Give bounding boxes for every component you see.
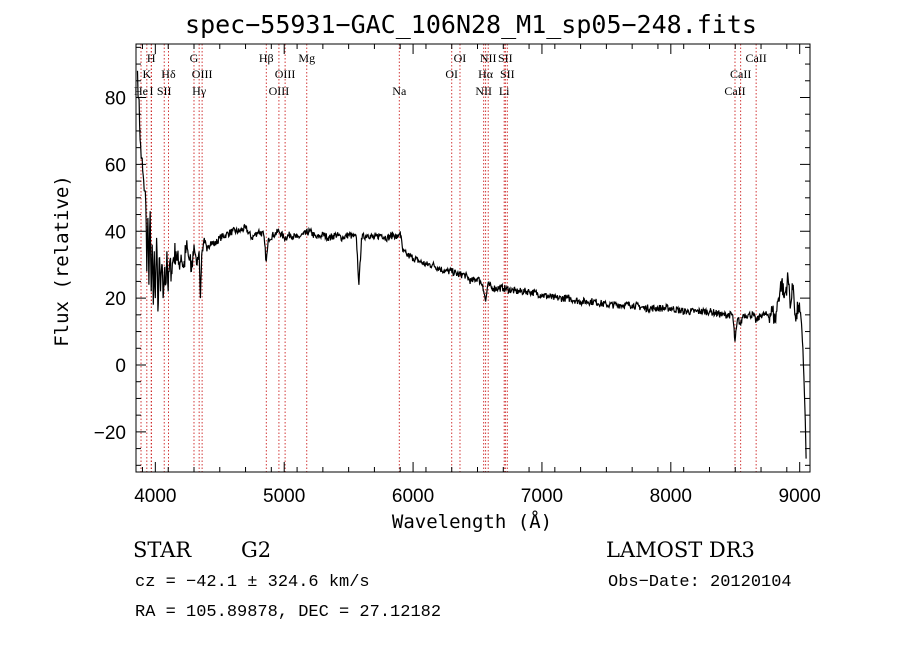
spectral-line-label: CaII — [745, 51, 766, 65]
redshift-cz: cz = −42.1 ± 324.6 km/s — [135, 573, 370, 592]
x-tick-label: 5000 — [263, 486, 305, 507]
spectral-line-markers — [140, 44, 757, 472]
y-tick-label: 60 — [105, 155, 126, 176]
spectral-line-label: SII — [498, 51, 513, 65]
observation-date: Obs−Date: 20120104 — [608, 573, 792, 592]
spectral-line-label: K — [142, 67, 151, 81]
object-class: STAR — [133, 538, 192, 562]
x-tick-label: 8000 — [650, 486, 692, 507]
spectral-line-label: Hγ — [192, 84, 207, 98]
plot-frame — [135, 43, 811, 473]
y-tick-label: −20 — [94, 423, 126, 444]
spectral-line-label: G — [190, 51, 199, 65]
y-tick-label: 20 — [105, 289, 126, 310]
spectral-line-label: OIII — [269, 84, 290, 98]
spectral-line-label: Mg — [298, 51, 315, 65]
spectral-line-label: H — [147, 51, 156, 65]
spectral-line-label: NII — [475, 84, 492, 98]
spectral-line-label: SII — [157, 84, 172, 98]
spectral-line-label: Na — [392, 84, 407, 98]
x-tick-label: 9000 — [779, 486, 821, 507]
x-tick-label: 6000 — [392, 486, 434, 507]
spectral-line-label: OI — [454, 51, 467, 65]
spectral-line-label: CaII — [724, 84, 745, 98]
spectral-line-label: OIII — [192, 67, 213, 81]
y-tick-label: 80 — [105, 89, 126, 110]
spectral-line-label: CaII — [730, 67, 751, 81]
y-axis-label: Flux (relative) — [51, 175, 73, 347]
spectral-line-label: Li — [499, 84, 510, 98]
y-tick-label: 0 — [115, 356, 126, 377]
x-tick-label: 7000 — [521, 486, 563, 507]
object-subclass: G2 — [241, 538, 272, 562]
spectrum-series-line — [136, 70, 807, 459]
spectral-line-label: Hδ — [161, 67, 176, 81]
spectral-line-label: I — [149, 84, 153, 98]
chart-title: spec−55931−GAC_106N28_M1_sp05−248.fits — [185, 10, 757, 39]
x-axis-label: Wavelength (Å) — [392, 510, 552, 533]
spectral-line-label: NII — [480, 51, 497, 65]
spectral-line-label: OI — [445, 67, 458, 81]
coordinates: RA = 105.89878, DEC = 27.12182 — [135, 603, 442, 622]
axis-ticks: 4000 5000 6000 7000 8000 9000 −20 0 20 40 60 80 — [94, 44, 821, 507]
y-tick-label: 40 — [105, 222, 126, 243]
x-tick-label: 4000 — [134, 486, 176, 507]
spectral-line-label: Hα — [478, 67, 494, 81]
spectral-line-label: SII — [500, 67, 515, 81]
survey-name: LAMOST DR3 — [606, 538, 755, 562]
spectral-line-label: Hβ — [259, 51, 274, 65]
spectral-line-label: OIII — [275, 67, 296, 81]
